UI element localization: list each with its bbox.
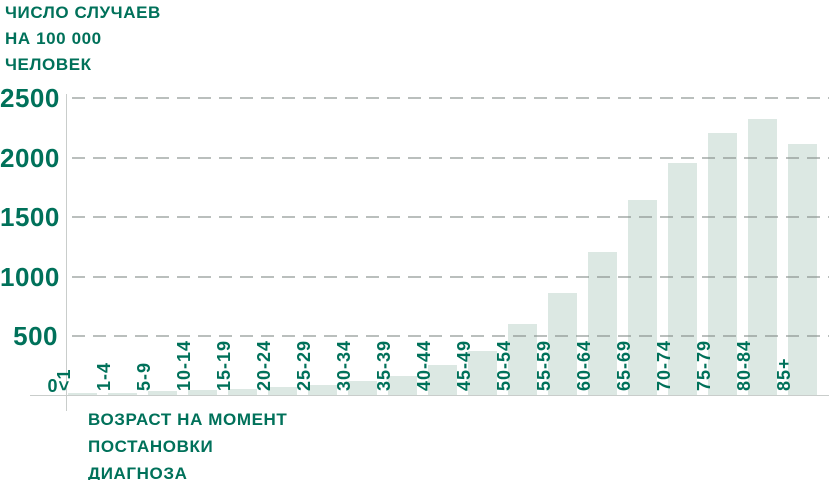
y-tick-label: 2000	[0, 142, 60, 173]
y-tick-label: 1000	[0, 261, 60, 292]
bar	[267, 386, 297, 396]
x-tick-label: 40-44	[414, 339, 434, 391]
bar	[307, 384, 337, 396]
bar	[347, 380, 377, 396]
bar	[227, 388, 257, 396]
y-axis-line	[66, 94, 67, 411]
y-tick-label: 1500	[0, 202, 60, 232]
x-tick-label: 5-9	[134, 361, 154, 391]
x-tick-label: 25-29	[294, 339, 314, 391]
x-tick-label: 35-39	[374, 339, 394, 391]
x-tick-label: 75-79	[694, 339, 714, 391]
bar	[787, 143, 817, 396]
x-tick-label: 20-24	[254, 339, 274, 391]
x-tick-label: 65-69	[614, 339, 634, 391]
gridline	[72, 275, 829, 278]
bar	[387, 376, 417, 396]
y-tick-label: 2500	[0, 83, 60, 113]
bar	[627, 200, 657, 396]
bar	[707, 132, 737, 396]
bar	[427, 365, 457, 396]
bar	[67, 393, 97, 396]
x-axis-line	[30, 395, 829, 396]
y-tick-label: 500	[13, 321, 58, 351]
x-tick-label: 15-19	[214, 339, 234, 391]
bar	[467, 350, 497, 396]
x-tick-label: <1	[54, 368, 74, 391]
bar	[187, 390, 217, 396]
bar	[147, 391, 177, 396]
gridline	[72, 156, 829, 159]
x-tick-label: 85+	[774, 357, 794, 391]
bar	[667, 162, 697, 396]
bar	[547, 293, 577, 396]
gridline	[72, 335, 829, 337]
x-tick-label: 10-14	[174, 339, 194, 391]
x-tick-label: 30-34	[334, 339, 354, 391]
gridline	[72, 97, 829, 99]
gridline	[72, 216, 829, 218]
bar	[107, 392, 137, 396]
y-axis-title: ЧИСЛО СЛУЧАЕВ НА 100 000 ЧЕЛОВЕК	[5, 3, 161, 74]
y-tick-label: 0	[47, 376, 58, 396]
x-axis-title: ВОЗРАСТ НА МОМЕНТ ПОСТАНОВКИ ДИАГНОЗА	[88, 410, 288, 480]
x-tick-label: 1-4	[94, 361, 114, 391]
x-tick-label: 70-74	[654, 339, 674, 391]
bar	[587, 251, 617, 396]
x-tick-label: 50-54	[494, 339, 514, 391]
x-tick-label: 80-84	[734, 339, 754, 391]
bar	[747, 118, 777, 396]
x-tick-label: 45-49	[454, 339, 474, 391]
x-tick-label: 55-59	[534, 339, 554, 391]
x-tick-label: 60-64	[574, 339, 594, 391]
